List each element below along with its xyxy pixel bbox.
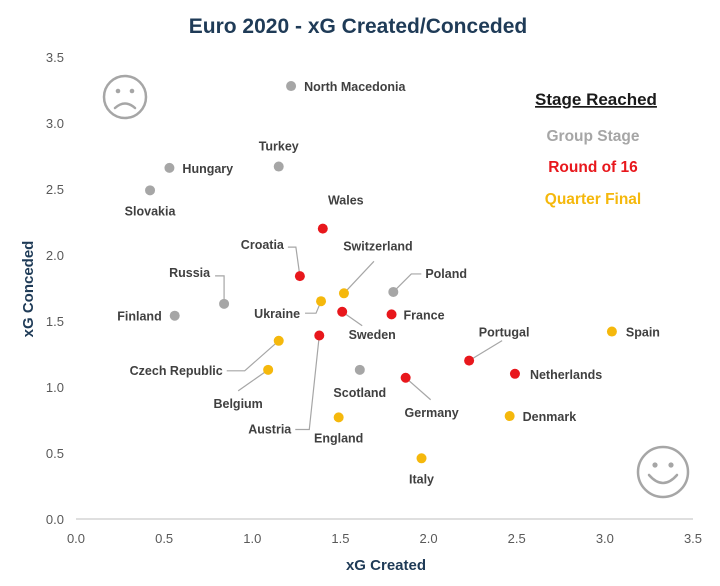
label-leader-lines <box>215 246 503 431</box>
point-croatia <box>294 271 305 282</box>
label-sweden: Sweden <box>349 328 396 342</box>
legend-item-quarter-final: Quarter Final <box>545 191 641 208</box>
point-wales <box>317 223 328 234</box>
point-portugal <box>464 355 475 366</box>
point-spain <box>606 326 617 337</box>
point-hungary <box>164 162 175 173</box>
leader-line-poland <box>392 273 422 293</box>
label-spain: Spain <box>626 326 660 340</box>
point-czech-republic <box>273 335 284 346</box>
label-north-macedonia: North Macedonia <box>304 80 406 94</box>
point-belgium <box>263 364 274 375</box>
x-tick-label: 3.5 <box>684 531 702 546</box>
label-ukraine: Ukraine <box>254 307 300 321</box>
x-tick-label: 3.0 <box>596 531 614 546</box>
point-slovakia <box>145 185 156 196</box>
point-ukraine <box>316 296 327 307</box>
point-russia <box>219 298 230 309</box>
point-germany <box>400 372 411 383</box>
leader-line-belgium <box>237 369 269 392</box>
y-tick-label: 2.0 <box>46 248 64 263</box>
point-switzerland <box>338 288 349 299</box>
point-france <box>386 309 397 320</box>
legend-item-round-of-16: Round of 16 <box>548 159 638 176</box>
leader-line-croatia <box>287 246 301 277</box>
point-england <box>333 412 344 423</box>
y-tick-label: 3.5 <box>46 50 64 65</box>
label-finland: Finland <box>117 310 161 324</box>
label-russia: Russia <box>169 266 211 280</box>
point-scotland <box>354 364 365 375</box>
label-austria: Austria <box>248 423 292 437</box>
point-poland <box>388 286 399 297</box>
label-netherlands: Netherlands <box>530 368 602 382</box>
y-tick-label: 0.5 <box>46 446 64 461</box>
chart-title: Euro 2020 - xG Created/Conceded <box>189 15 527 38</box>
leader-line-czech-republic <box>226 340 280 372</box>
point-finland <box>169 310 180 321</box>
label-croatia: Croatia <box>241 238 285 252</box>
label-czech-republic: Czech Republic <box>130 364 223 378</box>
y-tick-label: 3.0 <box>46 116 64 131</box>
sad-face-icon <box>102 74 148 120</box>
y-axis-title: xG Conceded <box>20 241 37 338</box>
point-netherlands <box>509 368 520 379</box>
point-turkey <box>273 161 284 172</box>
x-tick-label: 2.0 <box>420 531 438 546</box>
happy-face-icon <box>636 445 690 499</box>
leader-line-austria <box>295 335 320 431</box>
label-france: France <box>404 308 445 322</box>
label-poland: Poland <box>425 267 467 281</box>
label-england: England <box>314 431 363 445</box>
x-tick-label: 1.5 <box>331 531 349 546</box>
label-switzerland: Switzerland <box>343 239 412 253</box>
axes: 0.0 0.5 1.0 1.5 2.0 2.5 3.0 3.5 0.0 0.5 1.0 1.5 2.0 2… <box>46 50 702 546</box>
point-austria <box>314 330 325 341</box>
label-portugal: Portugal <box>479 326 530 340</box>
y-tick-label: 1.5 <box>46 314 64 329</box>
x-tick-label: 1.0 <box>243 531 261 546</box>
point-italy <box>416 453 427 464</box>
legend-item-group-stage: Group Stage <box>546 128 639 145</box>
label-denmark: Denmark <box>523 410 577 424</box>
x-axis-title: xG Created <box>346 557 426 574</box>
label-germany: Germany <box>405 406 459 420</box>
label-italy: Italy <box>409 472 434 486</box>
x-tick-label: 2.5 <box>508 531 526 546</box>
leader-line-switzerland <box>343 260 375 294</box>
leader-line-portugal <box>468 340 503 362</box>
point-labels: North Macedonia Turkey Hungary Slovakia Russ… <box>117 80 660 486</box>
point-sweden <box>337 306 348 317</box>
data-points <box>145 81 617 464</box>
point-north-macedonia <box>286 81 297 92</box>
label-slovakia: Slovakia <box>125 204 177 218</box>
label-hungary: Hungary <box>182 162 233 176</box>
label-wales: Wales <box>328 194 364 208</box>
leader-line-germany <box>405 377 432 401</box>
label-turkey: Turkey <box>259 140 299 154</box>
x-tick-label: 0.5 <box>155 531 173 546</box>
point-denmark <box>504 411 515 422</box>
label-belgium: Belgium <box>213 397 262 411</box>
y-tick-label: 0.0 <box>46 512 64 527</box>
y-tick-label: 1.0 <box>46 380 64 395</box>
legend: Stage Reached Group Stage Round of 16 Qu… <box>535 90 657 208</box>
legend-title: Stage Reached <box>535 90 657 109</box>
y-tick-label: 2.5 <box>46 182 64 197</box>
leader-line-russia <box>215 275 225 304</box>
x-tick-label: 0.0 <box>67 531 85 546</box>
label-scotland: Scotland <box>333 386 386 400</box>
